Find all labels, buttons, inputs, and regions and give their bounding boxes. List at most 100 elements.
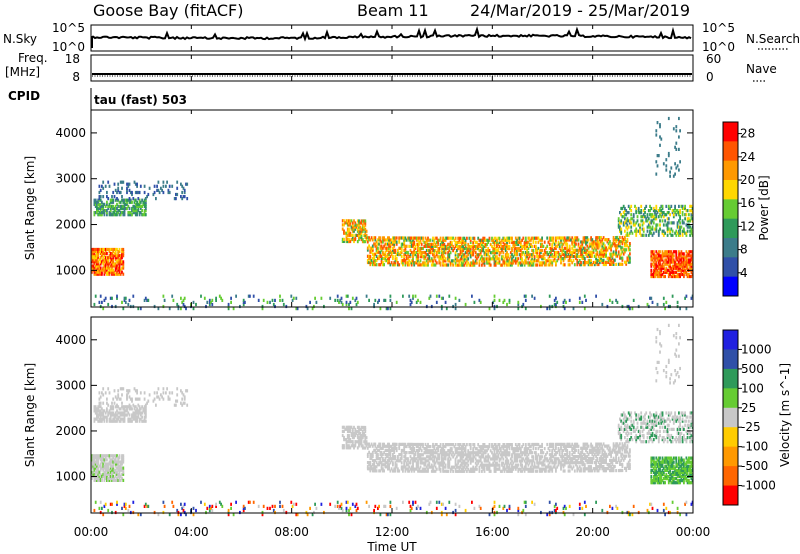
- power-echo: [652, 215, 655, 219]
- power-echo: [652, 260, 655, 264]
- power-echo: [116, 294, 118, 298]
- power-echo: [244, 300, 246, 304]
- power-echo: [395, 259, 398, 263]
- power-echo: [127, 204, 130, 208]
- power-echo: [503, 247, 506, 251]
- power-echo: [597, 240, 600, 244]
- power-echo: [526, 242, 528, 246]
- power-echo: [123, 202, 126, 206]
- power-echo: [688, 260, 690, 264]
- power-echo: [581, 256, 584, 261]
- velocity-echo: [359, 427, 362, 432]
- power-echo: [591, 254, 594, 258]
- velocity-echo: [395, 448, 398, 453]
- velocity-echo: [370, 465, 373, 469]
- velocity-echo: [442, 457, 444, 461]
- power-echo: [651, 272, 654, 277]
- velocity-echo: [379, 452, 382, 457]
- power-echo: [659, 125, 661, 129]
- velocity-echo: [123, 417, 126, 421]
- power-echo: [111, 268, 113, 272]
- power-echo: [650, 268, 653, 272]
- power-echo: [435, 244, 438, 248]
- velocity-echo: [122, 456, 125, 460]
- velocity-echo: [123, 419, 126, 423]
- power-echo: [670, 270, 673, 274]
- velocity-echo: [482, 447, 485, 451]
- power-echo: [558, 242, 561, 246]
- power-echo: [591, 238, 594, 242]
- power-echo: [370, 250, 373, 254]
- velocity-echo: [471, 451, 473, 455]
- power-echo: [132, 204, 135, 208]
- power-echo: [482, 249, 485, 253]
- power-echo: [144, 206, 147, 211]
- power-echo: [116, 254, 118, 258]
- velocity-echo: [98, 417, 101, 421]
- power-echo: [627, 260, 630, 264]
- power-echo: [99, 213, 102, 217]
- power-echo: [121, 254, 123, 258]
- power-echo: [667, 254, 670, 258]
- power-echo: [657, 272, 660, 277]
- power-echo: [657, 264, 660, 268]
- velocity-echo: [439, 461, 442, 465]
- velocity-echo: [509, 469, 512, 473]
- colorbar-tick-label: 24: [740, 150, 755, 164]
- power-echo: [560, 257, 562, 261]
- velocity-echo: [443, 457, 446, 461]
- velocity-echo: [112, 411, 115, 415]
- power-echo: [530, 238, 532, 242]
- power-echo: [598, 242, 601, 246]
- power-echo: [676, 209, 679, 213]
- power-echo: [606, 238, 609, 242]
- power-echo: [428, 251, 431, 255]
- velocity-echo: [114, 472, 117, 476]
- power-echo: [452, 244, 454, 249]
- power-echo: [516, 257, 518, 261]
- power-echo: [126, 206, 128, 211]
- power-echo: [679, 209, 681, 213]
- power-echo: [107, 206, 110, 211]
- power-echo: [438, 261, 441, 265]
- power-echo: [493, 259, 496, 263]
- power-echo: [664, 258, 666, 262]
- velocity-echo: [91, 462, 93, 466]
- velocity-echo: [134, 413, 137, 417]
- velocity-echo: [97, 462, 100, 466]
- power-echo: [685, 233, 688, 237]
- power-echo: [514, 242, 517, 246]
- nsky-tick-top-left: 10^5: [52, 21, 85, 35]
- velocity-echo: [155, 403, 157, 407]
- power-echo: [134, 198, 137, 202]
- velocity-echo: [448, 461, 451, 465]
- power-echo: [684, 264, 686, 268]
- power-echo: [404, 244, 407, 248]
- power-echo: [114, 258, 117, 262]
- power-echo: [494, 263, 497, 267]
- power-echo: [690, 254, 693, 258]
- power-echo: [113, 182, 116, 186]
- velocity-echo: [122, 470, 125, 474]
- velocity-echo: [410, 446, 413, 451]
- power-echo: [453, 259, 456, 263]
- power-echo: [679, 233, 681, 237]
- power-echo: [502, 261, 505, 265]
- power-echo: [448, 246, 451, 251]
- power-echo: [113, 272, 116, 276]
- power-echo: [138, 202, 141, 206]
- power-echo: [519, 261, 522, 265]
- velocity-echo: [96, 466, 98, 470]
- velocity-echo: [437, 461, 439, 465]
- power-echo: [91, 260, 93, 264]
- power-echo: [553, 298, 556, 302]
- power-echo: [614, 252, 616, 256]
- power-echo: [513, 246, 516, 251]
- power-echo: [346, 229, 349, 233]
- power-echo: [355, 225, 358, 229]
- power-echo: [466, 249, 468, 253]
- power-echo: [620, 219, 623, 223]
- power-echo: [476, 247, 478, 251]
- power-echo: [684, 268, 686, 272]
- velocity-echo: [117, 472, 120, 476]
